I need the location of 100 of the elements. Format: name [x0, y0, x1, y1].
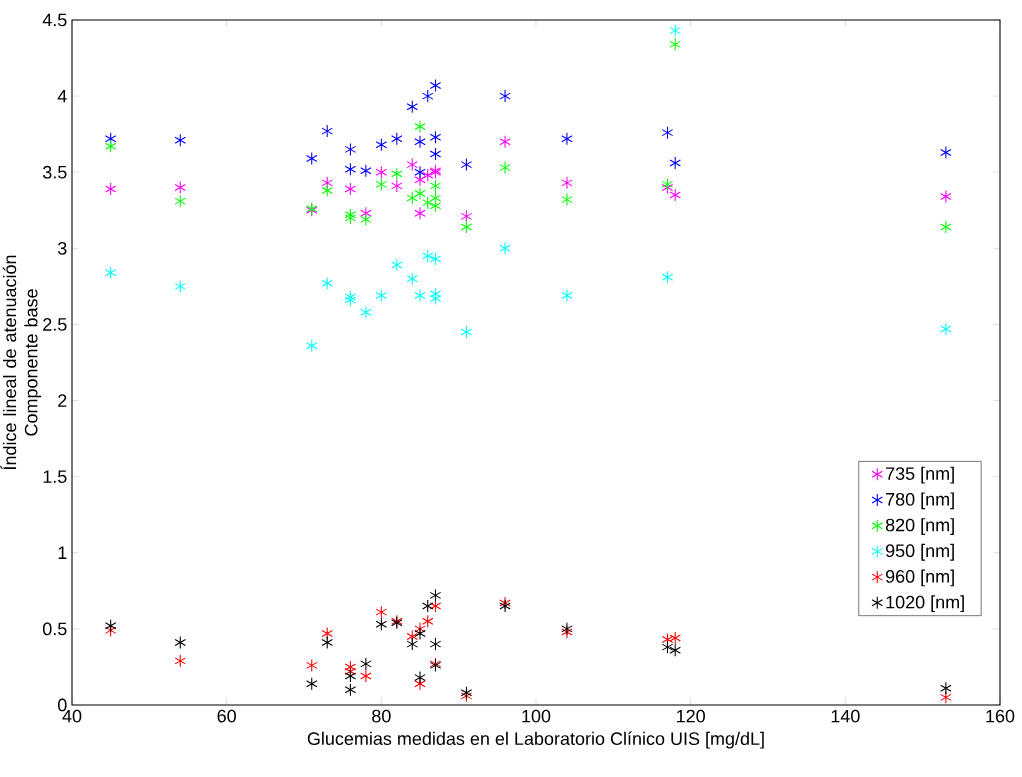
legend-label: 960 [nm] [885, 569, 954, 587]
point [422, 89, 434, 103]
point [321, 626, 333, 640]
legend-label: 1020 [nm] [886, 595, 964, 613]
legend-label: 735 [nm] [886, 466, 954, 484]
point [344, 683, 357, 697]
point [174, 194, 187, 208]
point [429, 130, 442, 144]
y-tick-label: 2.5 [43, 318, 67, 331]
y-tick-label: 0.5 [42, 622, 67, 636]
point [414, 626, 426, 640]
point [940, 190, 952, 204]
y-tick-label: 4.5 [42, 13, 67, 27]
point [429, 252, 442, 266]
point [375, 177, 388, 191]
x-tick-label: 140 [831, 709, 860, 723]
point [104, 266, 117, 280]
point [940, 322, 952, 336]
point [460, 325, 473, 339]
point [306, 677, 318, 691]
point [306, 658, 318, 672]
legend-label: 780 [nm] [886, 492, 954, 510]
x-tick-label: 120 [677, 709, 705, 723]
point [414, 165, 426, 179]
point [360, 212, 372, 226]
y-tick-label: 4 [57, 89, 67, 103]
point [429, 599, 442, 613]
point [174, 636, 187, 650]
point [360, 164, 372, 178]
point [344, 182, 357, 196]
point [306, 151, 318, 166]
point [344, 162, 357, 176]
point [104, 182, 117, 196]
legend-label: 950 [nm] [885, 543, 954, 561]
point [391, 258, 403, 272]
point [406, 158, 418, 172]
point [422, 168, 434, 182]
x-axis-title: Glucemias medidas en el Laboratorio Clínico UIS [mg/dL] [307, 731, 764, 749]
point [429, 637, 442, 651]
point [661, 270, 674, 284]
point [360, 657, 372, 671]
point [460, 220, 473, 234]
point [344, 142, 357, 156]
point [414, 288, 426, 303]
point [422, 599, 434, 613]
point [561, 193, 573, 207]
point [321, 183, 333, 198]
point [174, 180, 187, 194]
point [344, 669, 357, 683]
x-tick-label: 60 [217, 709, 236, 723]
y-tick-label: 1.5 [43, 470, 67, 483]
point [375, 138, 388, 152]
point [499, 135, 511, 149]
point [429, 199, 442, 213]
y-tick-label: 1 [58, 546, 67, 559]
point [429, 588, 442, 602]
point [669, 156, 681, 170]
y-tick-label: 3 [57, 241, 67, 255]
point [669, 631, 681, 645]
point [669, 643, 681, 657]
point [429, 179, 442, 193]
point [422, 249, 434, 263]
point [429, 147, 442, 161]
y-tick-label: 3.5 [42, 165, 67, 179]
y-tick-label: 2 [58, 394, 67, 407]
x-tick-label: 160 [986, 709, 1015, 723]
point [429, 292, 442, 306]
point [174, 654, 187, 668]
point [375, 165, 388, 179]
point [306, 339, 318, 353]
point [406, 191, 418, 205]
point [375, 617, 388, 631]
point [104, 139, 117, 153]
point [661, 126, 674, 140]
point [422, 614, 434, 628]
point [940, 220, 952, 234]
point [499, 161, 511, 175]
point [561, 132, 573, 146]
x-tick-label: 100 [522, 709, 551, 723]
point [406, 100, 418, 114]
point [414, 135, 426, 149]
point [391, 179, 403, 193]
point [460, 209, 473, 223]
point [360, 669, 372, 683]
point [414, 671, 426, 685]
point [429, 78, 442, 92]
legend-label: 820 [nm] [885, 518, 954, 535]
point [391, 132, 403, 146]
point [669, 24, 681, 38]
point [414, 120, 426, 134]
point [940, 145, 952, 159]
point [174, 279, 187, 293]
point [104, 619, 117, 633]
point [321, 276, 333, 290]
point [561, 288, 573, 303]
point [940, 681, 952, 695]
point [460, 158, 473, 172]
point [661, 640, 674, 654]
point [414, 173, 426, 187]
y-axis-title: Índice lineal de atenuación Componente base [0, 255, 42, 470]
